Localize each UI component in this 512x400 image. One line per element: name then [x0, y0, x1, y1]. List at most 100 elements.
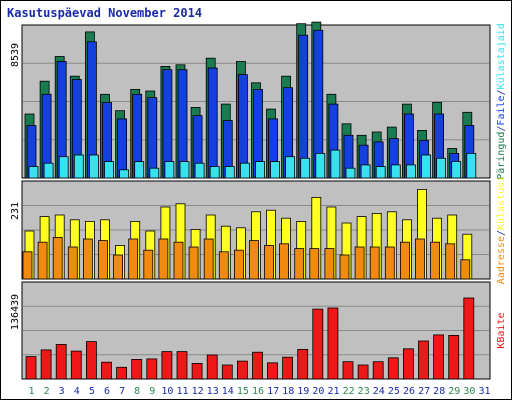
- bar-aadresse: [218, 251, 229, 280]
- legend-item-hits: Külastajaid: [496, 23, 507, 89]
- bar-faile: [207, 67, 218, 179]
- bar-aadresse: [279, 243, 290, 280]
- bar-kbaite: [206, 354, 218, 380]
- bar-külastajaid: [375, 166, 386, 179]
- bar-kbaite: [267, 362, 278, 380]
- bar-kbaite: [327, 307, 339, 380]
- bar-külastajaid: [194, 162, 205, 179]
- bar-kbaite: [297, 348, 309, 380]
- x-tick-label: 16: [252, 386, 264, 397]
- bar-kbaite: [448, 334, 460, 380]
- bar-külastajaid: [119, 169, 129, 179]
- x-tick-label: 25: [388, 386, 400, 397]
- bar-kbaite: [342, 361, 354, 380]
- legend: KBaite: [496, 312, 507, 348]
- bar-külastajaid: [149, 167, 160, 179]
- bar-kbaite: [55, 343, 67, 380]
- bar-külastajaid: [285, 156, 296, 179]
- legend-separator: /: [496, 89, 507, 95]
- bar-kbaite: [25, 356, 37, 380]
- bar-külastajaid: [405, 164, 416, 179]
- x-tick-label: 7: [119, 386, 125, 397]
- x-tick-label: 19: [297, 386, 309, 397]
- x-tick-label: 9: [149, 386, 155, 397]
- x-tick-label: 23: [358, 386, 370, 397]
- bar-aadresse: [309, 248, 320, 280]
- bar-kbaite: [282, 356, 294, 380]
- y-tick-label: 231: [10, 202, 21, 220]
- bar-kbaite: [161, 351, 173, 380]
- bar-kbaite: [221, 364, 233, 380]
- bar-külastajaid: [255, 161, 265, 179]
- legend: Aadresse/Külastusi: [496, 176, 507, 284]
- bar-aadresse: [98, 240, 108, 280]
- bar-külastajaid: [270, 161, 280, 179]
- bar-aadresse: [324, 248, 335, 280]
- x-tick-label: 2: [44, 386, 50, 397]
- bar-faile: [298, 34, 309, 179]
- x-tick-label: 27: [418, 386, 430, 397]
- legend-item-pages: Päringud: [496, 132, 507, 180]
- x-tick-label: 12: [192, 386, 204, 397]
- bar-kbaite: [191, 362, 203, 380]
- legend-item-visits: Külastusi: [496, 176, 507, 230]
- bar-kbaite: [176, 351, 188, 380]
- bar-külastajaid: [466, 152, 477, 179]
- bar-aadresse: [294, 248, 305, 280]
- bar-aadresse: [264, 244, 274, 280]
- x-tick-label: 20: [312, 386, 324, 397]
- bar-kbaite: [312, 308, 324, 380]
- bar-kbaite: [236, 360, 248, 380]
- x-tick-label: 13: [207, 386, 219, 397]
- bar-aadresse: [22, 251, 33, 280]
- bar-kbaite: [116, 366, 127, 380]
- bar-kbaite: [146, 358, 158, 380]
- bar-aadresse: [188, 246, 199, 280]
- bar-kbaite: [86, 341, 97, 380]
- bar-külastajaid: [28, 166, 39, 179]
- chart-title: Kasutuspäevad November 2014: [7, 6, 203, 20]
- bar-külastajaid: [330, 149, 341, 179]
- bar-külastajaid: [345, 167, 356, 179]
- x-tick-label: 26: [403, 386, 415, 397]
- x-tick-label: 22: [343, 386, 355, 397]
- bar-aadresse: [113, 254, 123, 280]
- bar-aadresse: [233, 249, 244, 280]
- bar-faile: [147, 97, 158, 179]
- bar-aadresse: [339, 254, 350, 280]
- bar-aadresse: [445, 243, 456, 280]
- bar-külastajaid: [224, 166, 235, 179]
- x-tick-label: 24: [373, 386, 385, 397]
- bar-kbaite: [372, 361, 384, 380]
- bar-külastajaid: [73, 154, 84, 179]
- x-tick-label: 17: [267, 386, 279, 397]
- x-tick-label: 3: [59, 386, 65, 397]
- bar-kbaite: [418, 340, 429, 380]
- bar-aadresse: [249, 240, 259, 280]
- bar-kbaite: [387, 357, 399, 380]
- bar-kbaite: [433, 334, 445, 380]
- legend-item-kbytes: KBaite: [496, 312, 507, 348]
- legend-separator: /: [496, 230, 507, 236]
- x-tick-label: 29: [448, 386, 460, 397]
- bar-aadresse: [67, 246, 78, 280]
- bar-kbaite: [252, 351, 263, 380]
- bar-kbaite: [402, 348, 414, 380]
- y-tick-label: 8539: [10, 43, 21, 67]
- bar-külastajaid: [421, 154, 431, 179]
- bar-külastajaid: [104, 161, 114, 179]
- bar-külastajaid: [239, 162, 250, 179]
- bar-aadresse: [128, 238, 139, 280]
- x-tick-label: 18: [282, 386, 294, 397]
- x-tick-label: 15: [237, 386, 249, 397]
- bar-kbaite: [131, 358, 143, 380]
- bar-külastajaid: [134, 161, 145, 179]
- bar-aadresse: [143, 249, 154, 280]
- bar-külastajaid: [390, 164, 401, 179]
- bar-kbaite: [101, 361, 112, 380]
- bar-faile: [237, 74, 248, 179]
- x-tick-label: 31: [478, 386, 490, 397]
- bar-kbaite: [40, 349, 52, 380]
- legend: Päringud/Faile/Külastajaid: [496, 23, 507, 180]
